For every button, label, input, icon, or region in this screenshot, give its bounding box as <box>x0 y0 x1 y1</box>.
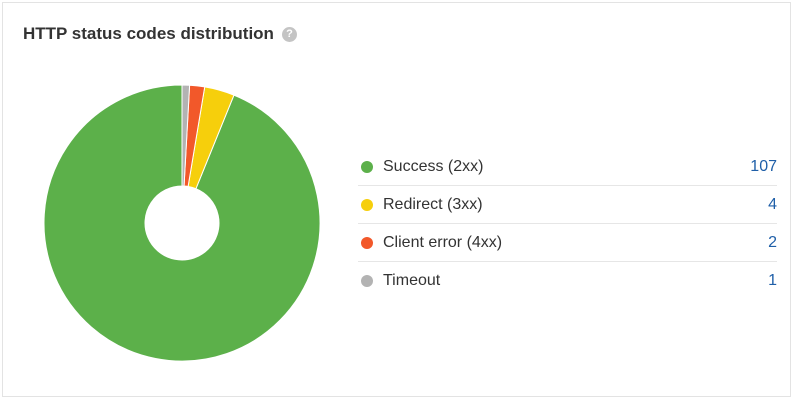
legend-value-link[interactable]: 4 <box>768 195 777 213</box>
legend-label: Success (2xx) <box>383 157 484 175</box>
legend-item-timeout[interactable]: Timeout 1 <box>358 262 777 300</box>
legend-value-link[interactable]: 107 <box>750 157 777 175</box>
legend-label: Client error (4xx) <box>383 233 503 251</box>
donut-slice-timeout[interactable] <box>181 85 191 187</box>
legend-item-client-error[interactable]: Client error (4xx) 2 <box>358 224 777 262</box>
legend-dot <box>361 236 373 249</box>
legend: Success (2xx) 107 Redirect (3xx) 4 Clien… <box>358 148 777 300</box>
donut-chart-svg <box>44 85 320 361</box>
legend-value-link[interactable]: 1 <box>768 272 777 289</box>
legend-item-success[interactable]: Success (2xx) 107 <box>358 148 777 186</box>
http-status-widget: HTTP status codes distribution ? Success… <box>2 2 791 397</box>
widget-title: HTTP status codes distribution <box>23 24 274 43</box>
widget-header: HTTP status codes distribution ? <box>23 23 297 45</box>
legend-dot <box>361 198 373 211</box>
legend-label: Redirect (3xx) <box>383 195 483 213</box>
legend-item-redirect[interactable]: Redirect (3xx) 4 <box>358 186 777 224</box>
donut-slice-success[interactable] <box>44 85 320 361</box>
donut-chart <box>44 85 320 361</box>
legend-dot <box>361 160 373 173</box>
legend-value-link[interactable]: 2 <box>768 233 777 251</box>
legend-dot <box>361 275 373 287</box>
help-icon[interactable]: ? <box>281 27 297 42</box>
legend-label: Timeout <box>383 272 441 289</box>
